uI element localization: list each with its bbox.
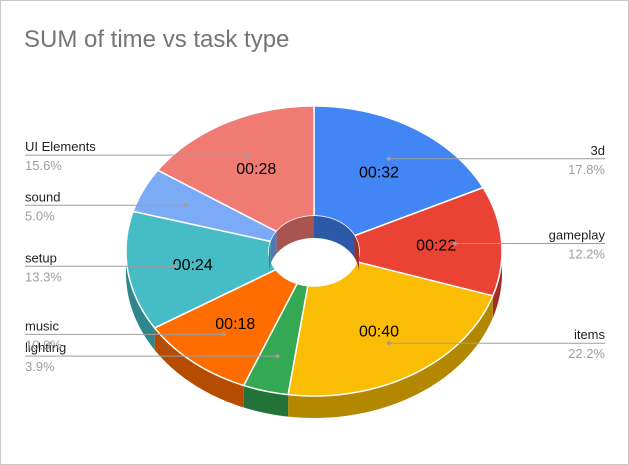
slice-value-label-ui-elements: 00:28 — [236, 161, 276, 178]
callout-percent-music: 10.0% — [25, 337, 62, 352]
callout-percent-items: 22.2% — [568, 346, 605, 361]
callout-category-items: items — [574, 327, 606, 342]
callout-category-music: music — [25, 318, 59, 333]
slice-side-music — [154, 327, 244, 408]
inner-wall-setup — [269, 241, 271, 273]
callout-percent-ui-elements: 15.6% — [25, 158, 62, 173]
slice-side-setup — [126, 251, 155, 350]
inner-wall-sound — [270, 231, 277, 264]
callout-category-3d: 3d — [591, 143, 605, 158]
callout-category-ui-elements: UI Elements — [25, 139, 96, 154]
callout-percent-3d: 17.8% — [568, 162, 605, 177]
slice-value-label-music: 00:18 — [215, 316, 255, 333]
slice-callouts: 3d 17.8% gameplay 12.2% items 22.2% lighting 3.… — [25, 139, 605, 374]
callout-category-sound: sound — [25, 189, 60, 204]
callout-percent-lighting: 3.9% — [25, 359, 55, 374]
chart-title: SUM of time vs task type — [24, 26, 289, 53]
inner-wall-gameplay — [354, 235, 359, 273]
callout-percent-setup: 13.3% — [25, 269, 62, 284]
callout-category-lighting: lighting — [25, 340, 66, 355]
slice-side-items — [288, 295, 493, 418]
donut-hole — [269, 216, 359, 286]
pie-slices — [125, 105, 503, 397]
callout-percent-sound: 5.0% — [25, 208, 55, 223]
slice-value-label-items: 00:40 — [359, 324, 399, 341]
slice-value-label-gameplay: 00:22 — [416, 238, 456, 255]
slice-value-label-setup: 00:24 — [173, 257, 213, 274]
slice-value-labels: 00:32 00:22 00:40 00:18 00:24 00:28 — [173, 161, 457, 341]
inner-wall-3d — [314, 216, 355, 258]
callout-percent-gameplay: 12.2% — [568, 247, 605, 262]
callout-category-gameplay: gameplay — [549, 228, 606, 243]
callout-category-setup: setup — [25, 250, 57, 265]
slice-value-label-3d: 00:32 — [359, 164, 399, 181]
inner-wall-ui-elements — [276, 216, 314, 254]
